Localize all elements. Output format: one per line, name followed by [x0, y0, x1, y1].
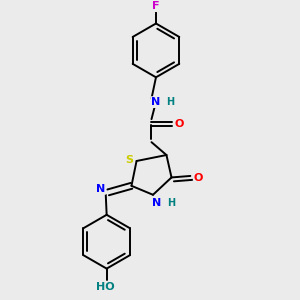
Text: O: O — [175, 119, 184, 129]
Text: S: S — [125, 154, 133, 164]
Text: N: N — [96, 184, 105, 194]
Text: H: H — [166, 97, 174, 107]
Text: N: N — [152, 97, 160, 107]
Text: O: O — [194, 173, 203, 183]
Text: F: F — [152, 1, 160, 11]
Text: H: H — [167, 198, 175, 208]
Text: HO: HO — [96, 281, 115, 292]
Text: N: N — [152, 198, 161, 208]
